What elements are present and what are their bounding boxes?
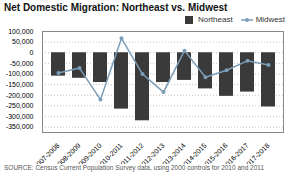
svg-text:50,000: 50,000 <box>12 38 34 45</box>
svg-text:2017-2018: 2017-2018 <box>242 142 271 164</box>
svg-text:-150,000: -150,000 <box>6 81 34 88</box>
html-text:Midwest: Midwest <box>255 15 285 24</box>
svg-text:0: 0 <box>30 49 34 56</box>
svg-text:100,000: 100,000 <box>8 28 33 35</box>
svg-text:-100,000: -100,000 <box>6 70 34 77</box>
svg-text:-250,000: -250,000 <box>6 102 34 109</box>
svg-text:-200,000: -200,000 <box>6 92 34 99</box>
svg-text:-300,000: -300,000 <box>6 113 34 120</box>
svg-text:-350,000: -350,000 <box>6 123 34 130</box>
html-text:Net Domestic Migration: Northe: Net Domestic Migration: Northeast vs. Mi… <box>4 2 228 13</box>
html-text:SOURCE: Census Current Populat: SOURCE: Census Current Population Survey… <box>4 164 264 171</box>
html-text:Northeast: Northeast <box>198 15 233 24</box>
svg-text:-50,000: -50,000 <box>10 60 34 67</box>
